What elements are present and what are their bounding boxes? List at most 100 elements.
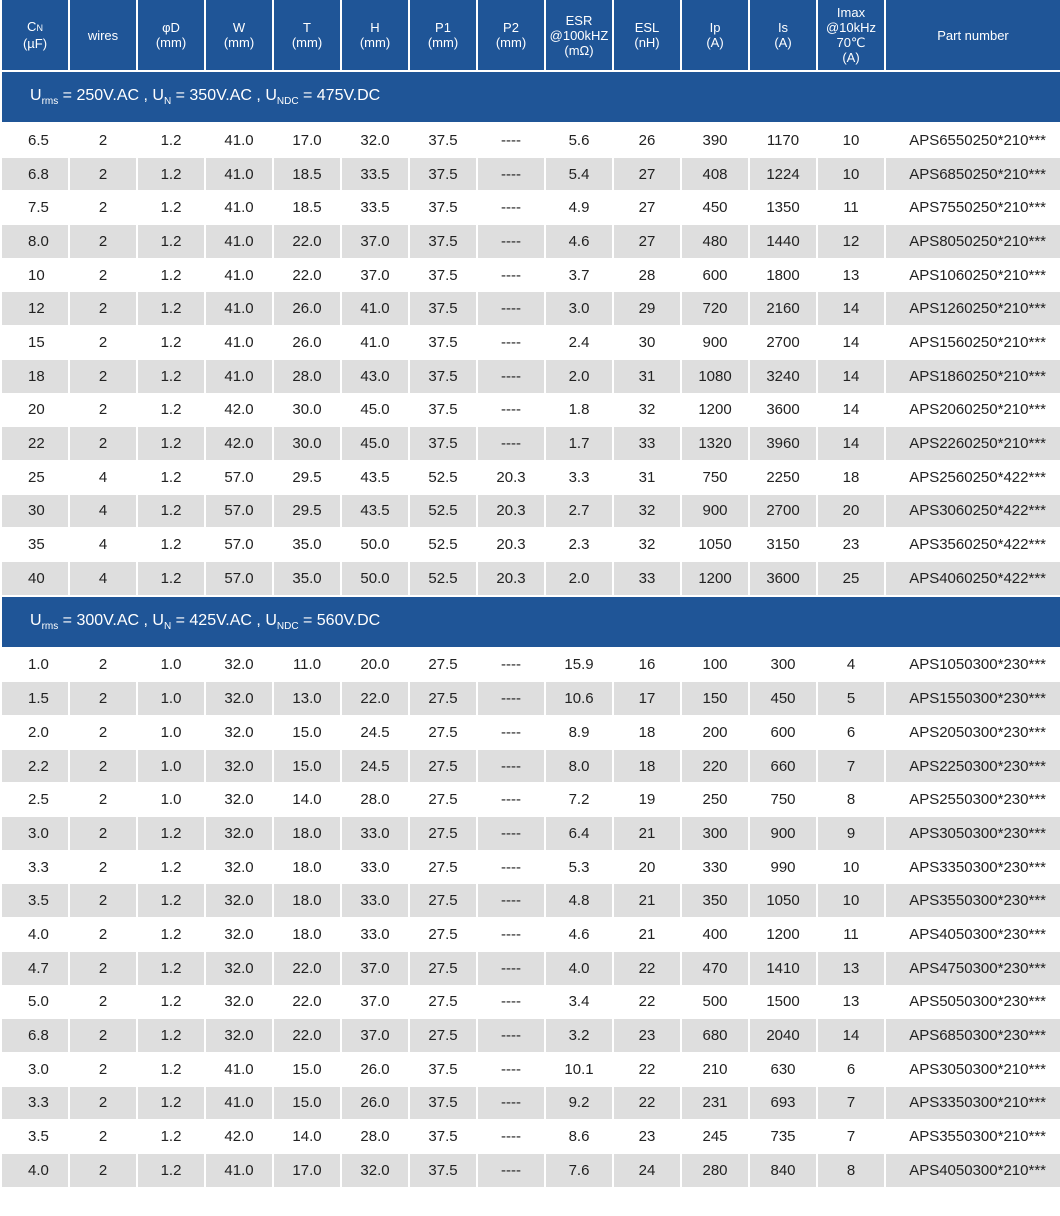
- cell-cn: 2.5: [0, 782, 70, 818]
- cell-esl: 33: [612, 426, 682, 461]
- cell-t: 14.0: [272, 1119, 342, 1154]
- cell-p1: 37.5: [408, 392, 478, 428]
- cell-ip: 1080: [680, 358, 750, 394]
- cell-w: 41.0: [204, 1051, 274, 1087]
- cell-h: 41.0: [340, 291, 410, 327]
- cell-p2: ----: [476, 681, 546, 716]
- cell-imax: 7: [816, 1119, 886, 1154]
- table-row: 30 4 1.2 57.0 29.5 43.5 52.5 20.3 2.7 32 900 2700 20…: [0, 493, 1060, 529]
- cell-w: 41.0: [204, 291, 274, 327]
- cell-is: 3600: [748, 560, 818, 597]
- cell-ip: 350: [680, 883, 750, 919]
- voltage-dc-symbol: U: [265, 611, 277, 629]
- cell-esl: 27: [612, 156, 682, 192]
- cell-phid: 1.2: [136, 190, 206, 226]
- cell-t: 22.0: [272, 257, 342, 293]
- cell-is: 693: [748, 1085, 818, 1121]
- cell-phid: 1.2: [136, 459, 206, 495]
- cell-t: 18.0: [272, 816, 342, 851]
- cell-imax: 13: [816, 257, 886, 293]
- cell-t: 22.0: [272, 1018, 342, 1053]
- cell-part-number: APS6850300*230***: [884, 1018, 1060, 1053]
- header-p1-label: P1: [435, 20, 451, 35]
- cell-part-number: APS3350300*210***: [884, 1085, 1060, 1121]
- cell-is: 630: [748, 1051, 818, 1087]
- cell-cn: 3.3: [0, 849, 70, 885]
- cell-imax: 13: [816, 984, 886, 1020]
- cell-w: 42.0: [204, 426, 274, 461]
- cell-esl: 27: [612, 190, 682, 226]
- cell-esr: 9.2: [544, 1085, 614, 1121]
- cell-esr: 2.7: [544, 493, 614, 529]
- cell-p2: ----: [476, 426, 546, 461]
- cell-w: 41.0: [204, 156, 274, 192]
- table-row: 3.0 2 1.2 41.0 15.0 26.0 37.5 ---- 10.1 22 210 630 6…: [0, 1051, 1060, 1087]
- cell-cn: 7.5: [0, 190, 70, 226]
- cell-w: 32.0: [204, 984, 274, 1020]
- cell-p1: 27.5: [408, 1018, 478, 1053]
- cell-t: 22.0: [272, 224, 342, 259]
- cell-p1: 27.5: [408, 782, 478, 818]
- cell-esl: 23: [612, 1119, 682, 1154]
- cell-t: 15.0: [272, 1051, 342, 1087]
- cell-p1: 37.5: [408, 224, 478, 259]
- table-row: 1.5 2 1.0 32.0 13.0 22.0 27.5 ---- 10.6 17 150 450 5…: [0, 681, 1060, 716]
- cell-esr: 10.6: [544, 681, 614, 716]
- cell-w: 32.0: [204, 917, 274, 952]
- cell-part-number: APS8050250*210***: [884, 224, 1060, 259]
- cell-part-number: APS2260250*210***: [884, 426, 1060, 461]
- cell-cn: 4.0: [0, 1152, 70, 1188]
- cell-t: 15.0: [272, 715, 342, 750]
- table-row: 10 2 1.2 41.0 22.0 37.0 37.5 ---- 3.7 28 600 1800 13…: [0, 257, 1060, 293]
- cell-imax: 14: [816, 291, 886, 327]
- cell-esr: 8.9: [544, 715, 614, 750]
- cell-p2: ----: [476, 984, 546, 1020]
- cell-p1: 37.5: [408, 1051, 478, 1087]
- cell-is: 2250: [748, 459, 818, 495]
- cell-t: 29.5: [272, 459, 342, 495]
- cell-esr: 3.7: [544, 257, 614, 293]
- cell-p1: 37.5: [408, 1152, 478, 1188]
- cell-p2: ----: [476, 122, 546, 158]
- header-part-number-label: Part number: [937, 27, 1009, 43]
- cell-h: 33.5: [340, 156, 410, 192]
- cell-h: 26.0: [340, 1085, 410, 1121]
- cell-imax: 18: [816, 459, 886, 495]
- cell-part-number: APS1860250*210***: [884, 358, 1060, 394]
- cell-w: 41.0: [204, 190, 274, 226]
- cell-is: 1800: [748, 257, 818, 293]
- cell-p2: ----: [476, 392, 546, 428]
- cell-ip: 280: [680, 1152, 750, 1188]
- table-row: 4.0 2 1.2 32.0 18.0 33.0 27.5 ---- 4.6 21 400 1200 1…: [0, 917, 1060, 952]
- cell-cn: 25: [0, 459, 70, 495]
- cell-t: 30.0: [272, 392, 342, 428]
- cell-ip: 300: [680, 816, 750, 851]
- cell-is: 1170: [748, 122, 818, 158]
- cell-imax: 10: [816, 883, 886, 919]
- header-esr-unit: (mΩ): [564, 42, 594, 58]
- cell-p1: 27.5: [408, 681, 478, 716]
- cell-phid: 1.2: [136, 1051, 206, 1087]
- header-h-unit: (mm): [359, 35, 391, 50]
- cell-wires: 4: [68, 459, 138, 495]
- cell-wires: 2: [68, 816, 138, 851]
- cell-esl: 31: [612, 358, 682, 394]
- cell-phid: 1.2: [136, 1152, 206, 1188]
- cell-wires: 4: [68, 493, 138, 529]
- cell-imax: 11: [816, 917, 886, 952]
- cell-wires: 2: [68, 748, 138, 784]
- table-row: 3.5 2 1.2 42.0 14.0 28.0 37.5 ---- 8.6 23 245 735 7 A…: [0, 1119, 1060, 1154]
- cell-is: 3240: [748, 358, 818, 394]
- cell-esr: 4.6: [544, 917, 614, 952]
- cell-is: 450: [748, 681, 818, 716]
- header-esl-label: ESL: [634, 20, 660, 35]
- cell-part-number: APS3550300*210***: [884, 1119, 1060, 1154]
- cell-p1: 52.5: [408, 527, 478, 562]
- cell-ip: 1200: [680, 392, 750, 428]
- cell-part-number: APS1050300*230***: [884, 647, 1060, 683]
- cell-phid: 1.0: [136, 681, 206, 716]
- cell-is: 1224: [748, 156, 818, 192]
- cell-p2: ----: [476, 1051, 546, 1087]
- voltage-dc-subscript: NDC: [276, 96, 299, 108]
- cell-p2: ----: [476, 257, 546, 293]
